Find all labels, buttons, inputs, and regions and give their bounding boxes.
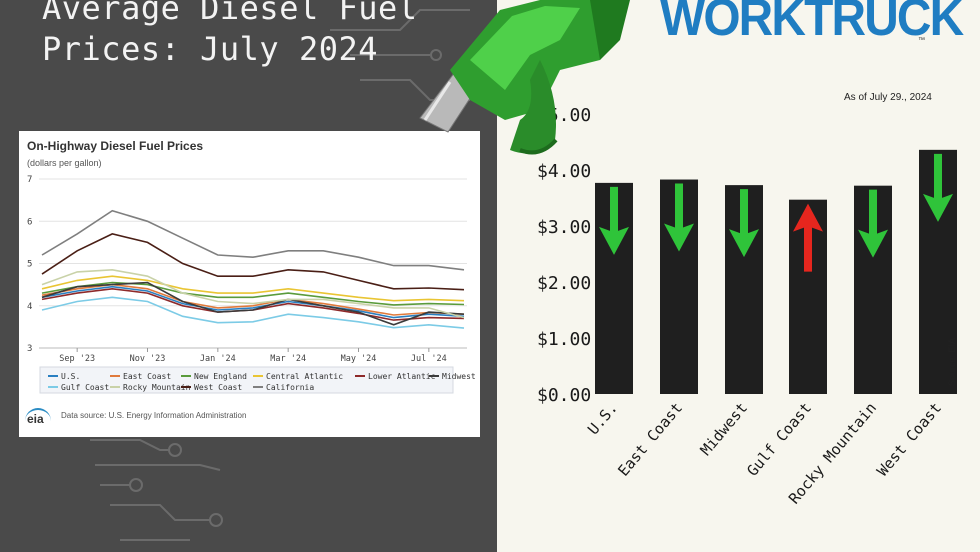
eia-y-tick-label: 5 — [27, 260, 32, 270]
eia-chart-card: On-Highway Diesel Fuel Prices (dollars p… — [19, 131, 480, 437]
eia-legend-label: Central Atlantic — [266, 372, 343, 381]
circuit-decoration — [90, 9, 470, 541]
down-arrow-icon — [729, 189, 759, 258]
bar-category-label: Gulf Coast — [743, 399, 815, 480]
headline-line-2: Prices: July 2024 — [42, 30, 379, 68]
down-arrow-icon — [599, 186, 629, 255]
eia-series-line — [41, 296, 465, 329]
bar-y-tick-label: $3.00 — [537, 217, 591, 238]
eia-series-line — [41, 285, 465, 319]
eia-legend-label: Lower Atlantic — [368, 372, 436, 381]
worktruck-logo: WORKTRUCK — [660, 0, 964, 47]
as-of-date: As of July 29., 2024 — [844, 92, 932, 103]
bar-y-tick-label: $5.00 — [537, 105, 591, 126]
eia-x-tick-label: Nov '23 — [130, 354, 166, 364]
eia-logo: eia — [25, 408, 51, 426]
eia-x-tick-label: Sep '23 — [59, 354, 95, 364]
bar-y-tick-label: $1.00 — [537, 329, 591, 350]
eia-legend-label: New England — [194, 372, 247, 381]
eia-chart-units: (dollars per gallon) — [27, 158, 102, 168]
eia-legend-label: East Coast — [123, 372, 171, 381]
bar-y-tick-label: $0.00 — [537, 385, 591, 406]
eia-legend-label: Gulf Coast — [61, 383, 109, 392]
eia-legend-box — [39, 366, 454, 394]
headline-line-1: Average Diesel Fuel — [42, 0, 418, 27]
eia-legend-label: California — [266, 383, 314, 392]
bar-y-tick-label: $4.00 — [537, 161, 591, 182]
eia-legend-label: U.S. — [61, 372, 80, 381]
down-arrow-icon — [664, 183, 694, 252]
down-arrow-icon — [923, 153, 953, 222]
bar-category-label: West Coast — [873, 399, 945, 480]
eia-x-tick-label: Jul '24 — [411, 354, 447, 364]
eia-series-line — [41, 281, 465, 326]
bar-category-label: Midwest — [697, 399, 751, 459]
eia-x-tick-label: May '24 — [341, 354, 377, 364]
logo-trademark: ™ — [918, 37, 925, 44]
eia-series-line — [41, 233, 465, 291]
eia-legend-label: Rocky Mountain — [123, 383, 191, 392]
down-arrow-icon — [858, 189, 888, 258]
eia-y-tick-label: 3 — [27, 344, 32, 354]
eia-x-tick-label: Mar '24 — [270, 354, 306, 364]
eia-legend-label: Midwest — [442, 372, 476, 381]
eia-source-note: Data source: U.S. Energy Information Adm… — [61, 411, 247, 420]
bar-y-tick-label: $2.00 — [537, 273, 591, 294]
eia-series-line — [41, 209, 465, 271]
eia-line-chart: 7 6 5 4 3 Sep '23 Nov '23 Jan '24 Mar '24 May '24… — [27, 175, 476, 394]
headline: Average Diesel Fuel Prices: July 2024 — [42, 0, 482, 70]
eia-y-tick-label: 6 — [27, 217, 32, 227]
eia-x-tick-label: Jan '24 — [200, 354, 236, 364]
eia-chart-title: On-Highway Diesel Fuel Prices — [27, 139, 204, 153]
up-arrow-icon — [793, 203, 823, 272]
eia-y-tick-label: 4 — [27, 302, 32, 312]
eia-series-line — [41, 268, 465, 319]
eia-series-line — [41, 281, 465, 306]
eia-y-tick-label: 7 — [27, 175, 32, 185]
source-side-label: Source: EIA — [947, 337, 957, 386]
bar-category-label: East Coast — [614, 399, 686, 480]
eia-legend-label: West Coast — [194, 383, 242, 392]
eia-series-line — [41, 275, 465, 302]
